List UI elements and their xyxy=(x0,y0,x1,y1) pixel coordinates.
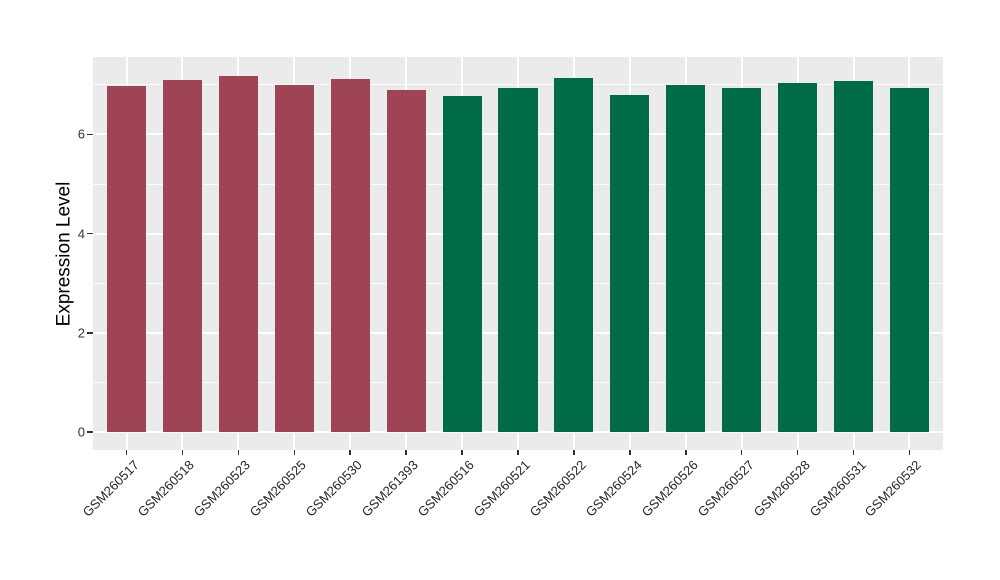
x-tick-label-text: GSM260527 xyxy=(694,457,757,520)
plot-panel xyxy=(93,57,943,450)
x-tick-mark xyxy=(517,450,519,455)
bar xyxy=(666,85,706,433)
y-tick-label: 2 xyxy=(77,325,85,341)
x-tick-label-text: GSM260523 xyxy=(191,457,254,520)
x-tick-mark xyxy=(349,450,351,455)
x-tick-mark xyxy=(852,450,855,455)
bar xyxy=(218,76,258,433)
x-tick-mark xyxy=(125,450,128,455)
x-tick-label-text: GSM260528 xyxy=(750,457,813,520)
x-tick-mark xyxy=(796,450,799,455)
x-tick-mark xyxy=(237,450,240,455)
y-tick-label: 6 xyxy=(77,126,85,142)
x-tick-label-text: GSM260518 xyxy=(135,457,198,520)
bar xyxy=(554,77,594,433)
bar xyxy=(610,95,650,433)
bar xyxy=(498,87,538,433)
x-tick-mark xyxy=(293,450,296,455)
x-tick-label-text: GSM260522 xyxy=(526,457,589,520)
y-tick-mark xyxy=(87,232,93,235)
bar xyxy=(833,80,874,433)
x-tick-label-text: GSM260531 xyxy=(806,457,869,520)
x-tick-mark xyxy=(740,450,743,455)
y-axis-title-text: Expression Level xyxy=(53,181,75,326)
x-tick-mark xyxy=(405,450,407,455)
y-tick-label: 0 xyxy=(77,424,85,440)
x-tick-mark xyxy=(181,450,184,455)
bar xyxy=(442,95,482,433)
x-tick-label-text: GSM260517 xyxy=(79,457,142,520)
x-tick-label-text: GSM261393 xyxy=(358,457,422,520)
x-tick-label-text: GSM260532 xyxy=(862,457,925,520)
x-tick-label-text: GSM260524 xyxy=(582,457,645,520)
x-tick-label-text: GSM260525 xyxy=(246,457,310,520)
y-tick-mark xyxy=(87,133,93,136)
x-tick-mark xyxy=(461,450,463,455)
bar xyxy=(106,86,147,433)
bar xyxy=(162,80,203,433)
x-tick-label-text: GSM260530 xyxy=(302,457,366,520)
bar xyxy=(274,85,314,433)
bar xyxy=(889,88,930,433)
x-tick-mark xyxy=(685,450,687,455)
bar xyxy=(722,88,762,433)
x-tick-mark xyxy=(573,450,575,455)
bar xyxy=(330,79,370,433)
y-axis-title: Expression Level xyxy=(50,57,78,450)
y-tick-mark xyxy=(87,431,93,433)
x-tick-label-text: GSM260526 xyxy=(638,457,701,520)
bar xyxy=(386,89,426,433)
x-tick-label-text: GSM260521 xyxy=(470,457,533,520)
y-tick-label: 4 xyxy=(77,226,85,242)
x-tick-mark xyxy=(908,450,911,455)
bar xyxy=(778,82,818,433)
y-tick-mark xyxy=(87,332,93,334)
x-tick-mark xyxy=(629,450,631,455)
x-tick-label-text: GSM260516 xyxy=(414,457,477,520)
